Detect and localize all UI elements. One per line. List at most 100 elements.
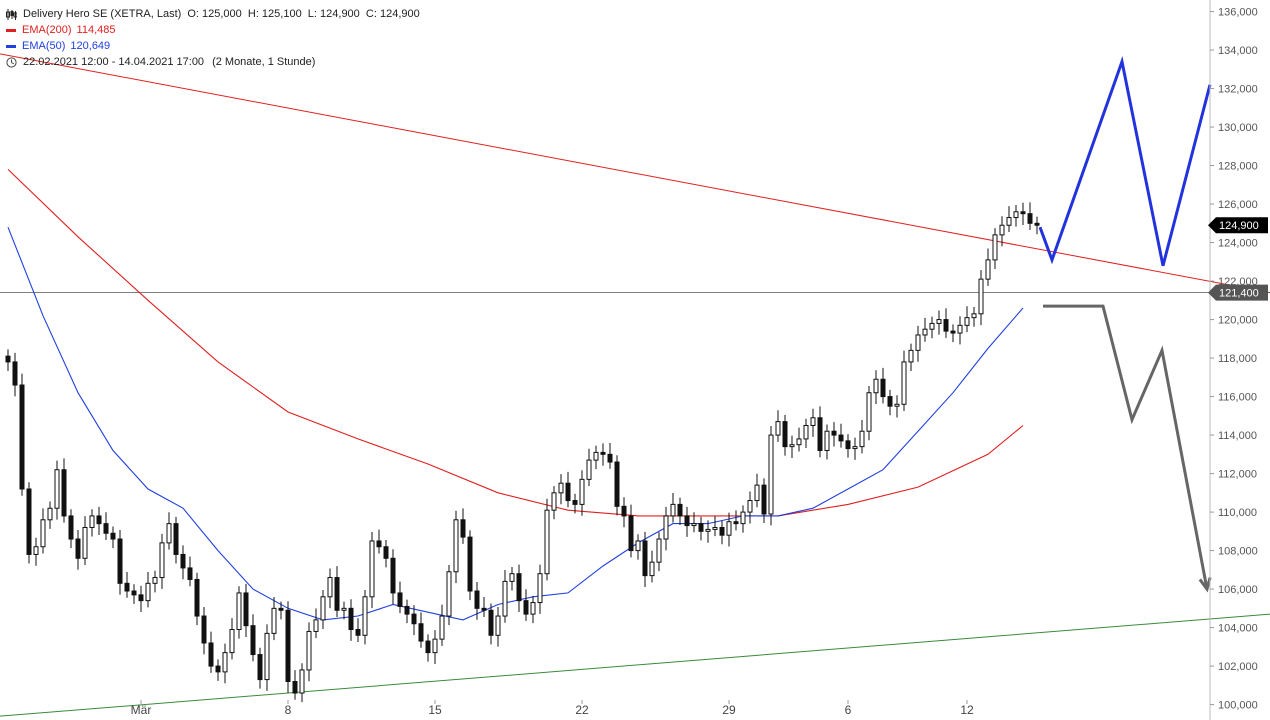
candle-body <box>1013 211 1019 219</box>
candle <box>299 663 305 703</box>
candle <box>446 565 452 626</box>
candle <box>593 445 599 470</box>
candle-body <box>411 613 417 625</box>
candle-body <box>5 355 11 363</box>
candle-body <box>376 540 382 548</box>
candle <box>719 520 725 545</box>
candle-body <box>887 396 893 407</box>
candle-body <box>537 573 543 604</box>
candle-body <box>341 607 347 611</box>
candle-body <box>607 453 613 463</box>
candle-body <box>1020 211 1026 215</box>
candle <box>124 571 130 598</box>
candle-body <box>180 553 186 569</box>
candle <box>705 520 711 543</box>
ema50-value: 120,649 <box>70 40 111 52</box>
candle-body <box>495 615 501 636</box>
candle-body <box>397 592 403 607</box>
candle <box>502 570 508 623</box>
candle-body <box>229 629 235 654</box>
candle-body <box>138 594 144 602</box>
candle <box>698 516 704 541</box>
candles <box>5 202 1040 703</box>
candle-body <box>299 669 305 694</box>
candle <box>411 605 417 636</box>
candle-body <box>838 434 844 442</box>
candle <box>789 435 795 458</box>
candle-body <box>726 521 732 536</box>
scenario-arrows <box>1038 55 1212 593</box>
candle-body <box>999 224 1005 236</box>
ema200-value: 114,485 <box>76 24 116 36</box>
y-tick-label: 102,000 <box>1218 661 1258 673</box>
candle <box>579 470 585 516</box>
candle <box>845 434 851 458</box>
candle <box>859 419 865 454</box>
candle-body <box>831 430 837 436</box>
candle <box>929 316 935 339</box>
candle <box>957 316 963 345</box>
y-tick-label: 134,000 <box>1218 45 1258 57</box>
candle-body <box>257 654 263 681</box>
legend-ema50-row[interactable]: EMA(50) 120,649 <box>6 38 420 54</box>
candle <box>390 549 396 605</box>
candle <box>257 647 263 689</box>
candle-body <box>824 430 830 451</box>
candle <box>873 370 879 405</box>
candle <box>75 529 81 570</box>
candle-body <box>656 538 662 563</box>
candle <box>131 584 137 604</box>
candle <box>943 308 949 338</box>
y-tick-label: 114,000 <box>1218 430 1257 442</box>
candle <box>1013 205 1019 227</box>
ema50-line <box>7 226 1024 621</box>
candle <box>894 395 900 418</box>
candle <box>838 423 844 448</box>
candle <box>173 516 179 564</box>
x-tick-label: 6 <box>845 703 852 717</box>
candle-body <box>145 582 151 602</box>
candle-body <box>236 592 242 631</box>
candle-body <box>12 361 18 386</box>
candle <box>208 631 214 673</box>
candle-body <box>383 546 389 559</box>
candle <box>110 526 116 549</box>
candle <box>740 505 746 533</box>
candle <box>831 422 837 447</box>
candle <box>670 493 676 523</box>
legend-title-row: Delivery Hero SE (XETRA, Last) O: 125,00… <box>6 6 420 22</box>
candle-body <box>810 417 816 426</box>
candlestick-icon <box>6 8 17 20</box>
candle <box>999 216 1005 247</box>
y-tick-label: 128,000 <box>1218 161 1258 173</box>
candle-body <box>348 607 354 631</box>
candle-body <box>922 328 928 336</box>
candle-body <box>1034 222 1040 226</box>
y-tick-label: 100,000 <box>1218 700 1258 712</box>
candle-body <box>614 461 620 507</box>
candle <box>481 596 487 618</box>
candle-body <box>943 319 949 332</box>
candle-body <box>103 523 109 534</box>
candle <box>355 618 361 643</box>
candle-body <box>194 578 200 617</box>
y-tick-label: 116,000 <box>1218 392 1257 404</box>
candle-body <box>593 451 599 461</box>
candle-body <box>551 492 557 511</box>
candle <box>96 506 102 535</box>
candle <box>796 427 802 452</box>
candle-body <box>957 324 963 334</box>
candle-body <box>425 640 431 654</box>
legend-ema200-row[interactable]: EMA(200) 114,485 <box>6 22 420 38</box>
candle-body <box>159 542 165 579</box>
candle <box>824 424 830 460</box>
candle <box>782 414 788 456</box>
candle-body <box>705 528 711 532</box>
x-tick-label: 8 <box>285 703 292 717</box>
candle-body <box>712 526 718 530</box>
y-tick-label: 132,000 <box>1218 84 1258 96</box>
candle <box>432 630 438 664</box>
y-tick-label: 124,000 <box>1218 238 1258 250</box>
candle <box>810 408 816 437</box>
